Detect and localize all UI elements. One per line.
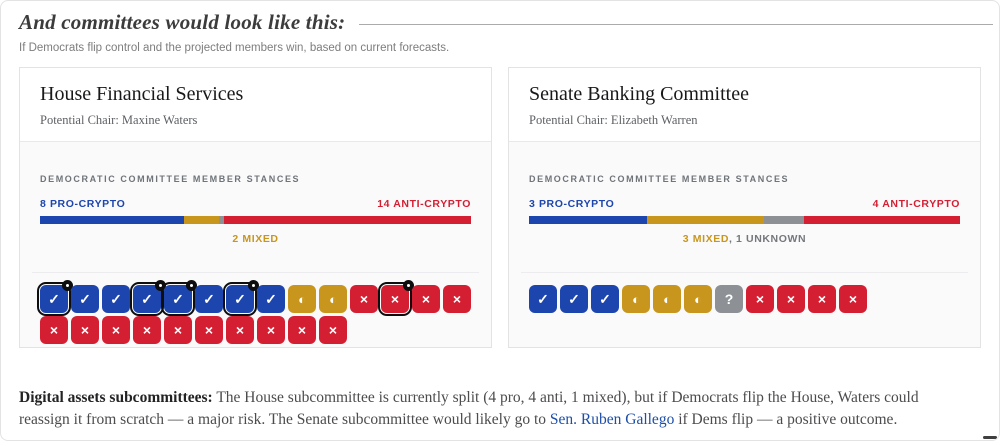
member-x-icon: ×: [378, 280, 414, 316]
member-x-icon: ×: [319, 316, 347, 344]
member-check-icon: ✓: [223, 280, 259, 316]
member-check-icon: ✓: [71, 285, 99, 313]
member-x-icon: ×: [412, 285, 440, 313]
member-x-icon: ×: [226, 316, 254, 344]
footnote-text-before-link: The House subcommittee is currently spli…: [19, 389, 919, 428]
member-check-icon: ✓: [195, 285, 223, 313]
member-x-icon: ×: [257, 316, 285, 344]
member-check-icon: ✓: [560, 285, 588, 313]
bar-segment-unknown: [764, 216, 804, 224]
horizontal-scrollbar-thumb[interactable]: [983, 436, 997, 439]
anti-count-label: 4 ANTI-CRYPTO: [872, 198, 960, 210]
footnote: Digital assets subcommittees: The House …: [19, 387, 969, 431]
page-subtitle: If Democrats flip control and the projec…: [19, 42, 450, 54]
committee-title: House Financial Services: [40, 83, 244, 105]
page-title: And committees would look like this:: [19, 10, 346, 34]
member-grid: ✓ ✓ ✓ ◐ ◐ ◐? × × × ×: [529, 285, 960, 313]
member-x-icon: ×: [808, 285, 836, 313]
projected-member-badge: [186, 280, 197, 291]
bar-segment-unknown: [219, 216, 225, 224]
member-x-icon: ×: [102, 316, 130, 344]
committee-card-header: Senate Banking Committee Potential Chair…: [509, 68, 980, 142]
member-check-icon: ✓: [591, 285, 619, 313]
bar-segment-mixed: [646, 216, 765, 224]
anti-count-label: 14 ANTI-CRYPTO: [377, 198, 471, 210]
mixed-count-label: 3 MIXED: [682, 233, 730, 245]
committee-card: Senate Banking Committee Potential Chair…: [508, 67, 981, 348]
member-x-icon: ×: [164, 316, 192, 344]
member-x-icon: ×: [777, 285, 805, 313]
member-x-icon: ×: [288, 316, 316, 344]
stances-section-label: DEMOCRATIC COMMITTEE MEMBER STANCES: [40, 174, 301, 184]
member-x-icon: ×: [443, 285, 471, 313]
committee-card-header: House Financial Services Potential Chair…: [20, 68, 491, 142]
member-x-icon: ×: [40, 316, 68, 344]
bar-segment-pro: [529, 216, 647, 224]
member-half-circle-icon: ◐: [288, 285, 316, 313]
mixed-line: 3 MIXED, 1 UNKNOWN: [529, 233, 960, 245]
title-rule: [359, 23, 993, 25]
member-check-icon: ✓: [37, 280, 73, 316]
stances-section-label: DEMOCRATIC COMMITTEE MEMBER STANCES: [529, 174, 790, 184]
member-half-circle-icon: ◐: [653, 285, 681, 313]
cards-row: House Financial Services Potential Chair…: [19, 67, 981, 348]
potential-chair: Potential Chair: Maxine Waters: [40, 113, 198, 127]
member-check-icon: ✓: [161, 280, 197, 316]
projected-member-badge: [248, 280, 259, 291]
projected-member-badge: [62, 280, 73, 291]
member-check-icon: ✓: [529, 285, 557, 313]
footnote-text-after-link: if Dems flip — a positive outcome.: [674, 411, 898, 428]
divider: [32, 272, 479, 273]
member-half-circle-icon: ◐: [622, 285, 650, 313]
member-x-icon: ×: [839, 285, 867, 313]
committee-card-body: DEMOCRATIC COMMITTEE MEMBER STANCES 8 PR…: [20, 142, 491, 344]
committee-card: House Financial Services Potential Chair…: [19, 67, 492, 348]
member-x-icon: ×: [195, 316, 223, 344]
member-check-icon: ✓: [102, 285, 130, 313]
member-half-circle-icon: ◐: [684, 285, 712, 313]
stance-bar: [529, 216, 960, 224]
bar-labels: 8 PRO-CRYPTO 14 ANTI-CRYPTO: [40, 198, 471, 210]
bar-segment-anti: [224, 216, 471, 224]
member-check-icon: ✓: [257, 285, 285, 313]
bar-segment-pro: [40, 216, 184, 224]
page-header: And committees would look like this:: [1, 1, 999, 35]
member-question-icon: ?: [715, 285, 743, 313]
projected-member-badge: [403, 280, 414, 291]
stance-bar: [40, 216, 471, 224]
member-grid: ✓ ✓ ✓ ✓ ✓ ✓ ✓ ✓ ◐ ◐ × × × × × × × × × × × × × ×: [37, 280, 471, 344]
committee-title: Senate Banking Committee: [529, 83, 749, 105]
unknown-count-label: , 1 UNKNOWN: [729, 233, 807, 245]
projected-member-badge: [155, 280, 166, 291]
member-half-circle-icon: ◐: [319, 285, 347, 313]
pro-count-label: 8 PRO-CRYPTO: [40, 198, 126, 210]
divider: [521, 272, 968, 273]
pro-count-label: 3 PRO-CRYPTO: [529, 198, 615, 210]
bar-labels: 3 PRO-CRYPTO 4 ANTI-CRYPTO: [529, 198, 960, 210]
member-x-icon: ×: [133, 316, 161, 344]
member-x-icon: ×: [71, 316, 99, 344]
mixed-line: 2 MIXED: [40, 233, 471, 245]
mixed-count-label: 2 MIXED: [232, 233, 279, 245]
member-x-icon: ×: [350, 285, 378, 313]
senator-link[interactable]: Sen. Ruben Gallego: [549, 411, 675, 428]
committee-card-body: DEMOCRATIC COMMITTEE MEMBER STANCES 3 PR…: [509, 142, 980, 313]
footnote-lead: Digital assets subcommittees:: [19, 389, 213, 406]
member-check-icon: ✓: [130, 280, 166, 316]
bar-segment-mixed: [183, 216, 220, 224]
potential-chair: Potential Chair: Elizabeth Warren: [529, 113, 698, 127]
bar-segment-anti: [803, 216, 960, 224]
member-x-icon: ×: [746, 285, 774, 313]
